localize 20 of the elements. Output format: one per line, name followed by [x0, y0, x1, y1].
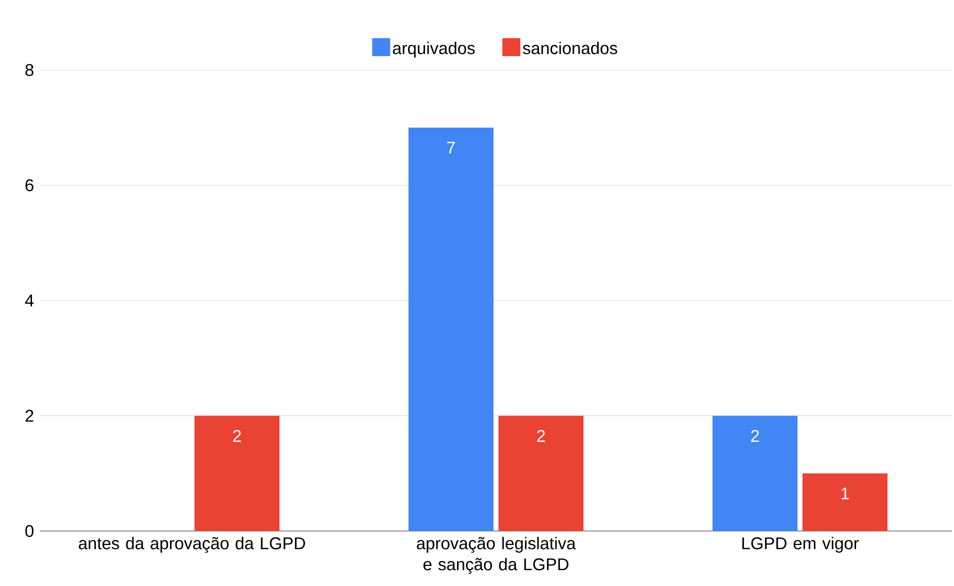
y-tick-label: 8 [25, 64, 34, 76]
x-tick-label: aprovação legislativa e sanção da LGPD [416, 536, 576, 574]
bar [194, 416, 280, 531]
data-label: 1 [842, 488, 849, 500]
x-tick-label: LGPD em vigor [742, 536, 859, 553]
data-label: 7 [447, 142, 455, 154]
data-label: 2 [233, 430, 241, 442]
bar [498, 416, 584, 531]
y-tick-label: 4 [25, 294, 34, 306]
y-tick-label: 0 [25, 524, 34, 538]
x-tick-label: antes da aprovação da LGPD [78, 536, 306, 553]
bar [712, 416, 798, 531]
bar [408, 128, 494, 531]
data-label: 2 [537, 430, 545, 442]
y-tick-label: 6 [26, 179, 34, 192]
data-label: 2 [751, 430, 759, 442]
legend-label: sancionados [522, 42, 618, 54]
bar [802, 473, 888, 531]
y-tick-label: 2 [26, 410, 34, 422]
legend-label: arquivados [392, 42, 475, 58]
